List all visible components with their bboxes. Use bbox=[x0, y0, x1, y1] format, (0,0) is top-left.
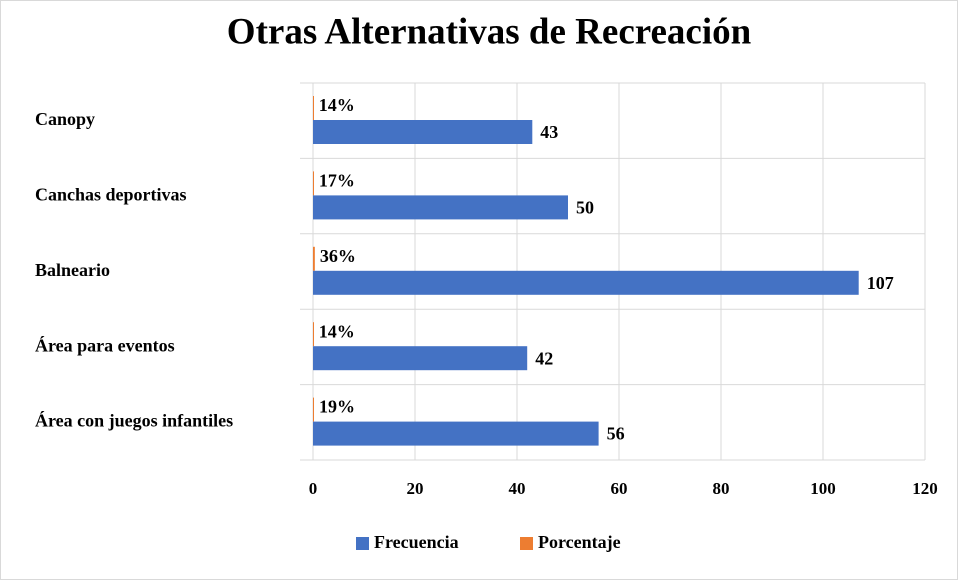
bar bbox=[313, 270, 859, 295]
bar bbox=[313, 421, 599, 446]
bar bbox=[313, 96, 314, 120]
bar bbox=[313, 246, 315, 271]
data-label: 107 bbox=[867, 273, 894, 293]
x-tick-label: 60 bbox=[611, 479, 628, 498]
legend-label: Frecuencia bbox=[374, 532, 459, 552]
legend-swatch bbox=[520, 537, 533, 550]
data-label: 14% bbox=[319, 321, 355, 341]
bar bbox=[313, 322, 314, 347]
bar bbox=[313, 195, 568, 220]
data-label: 42 bbox=[535, 348, 553, 368]
y-tick-label: Área para eventos bbox=[35, 334, 175, 355]
x-tick-label: 120 bbox=[912, 479, 938, 498]
data-label: 56 bbox=[607, 424, 625, 444]
data-label: 14% bbox=[319, 95, 355, 115]
x-tick-label: 0 bbox=[309, 479, 318, 498]
x-tick-label: 100 bbox=[810, 479, 836, 498]
y-tick-label: Área con juegos infantiles bbox=[35, 410, 233, 431]
bar bbox=[313, 346, 528, 371]
chart-title: Otras Alternativas de Recreación bbox=[227, 11, 752, 52]
x-tick-label: 20 bbox=[407, 479, 424, 498]
y-tick-label: Canopy bbox=[35, 109, 95, 129]
bar bbox=[313, 171, 314, 196]
x-tick-label: 80 bbox=[713, 479, 730, 498]
data-label: 50 bbox=[576, 198, 594, 218]
data-label: 17% bbox=[319, 171, 355, 191]
x-tick-label: 40 bbox=[509, 479, 526, 498]
bar bbox=[313, 397, 314, 422]
y-tick-label: Balneario bbox=[35, 260, 110, 280]
y-tick-label: Canchas deportivas bbox=[35, 185, 187, 205]
bar bbox=[313, 120, 533, 144]
data-label: 19% bbox=[319, 397, 355, 417]
legend-label: Porcentaje bbox=[538, 532, 621, 552]
data-label: 43 bbox=[540, 122, 558, 142]
data-label: 36% bbox=[320, 246, 356, 266]
legend-swatch bbox=[356, 537, 369, 550]
